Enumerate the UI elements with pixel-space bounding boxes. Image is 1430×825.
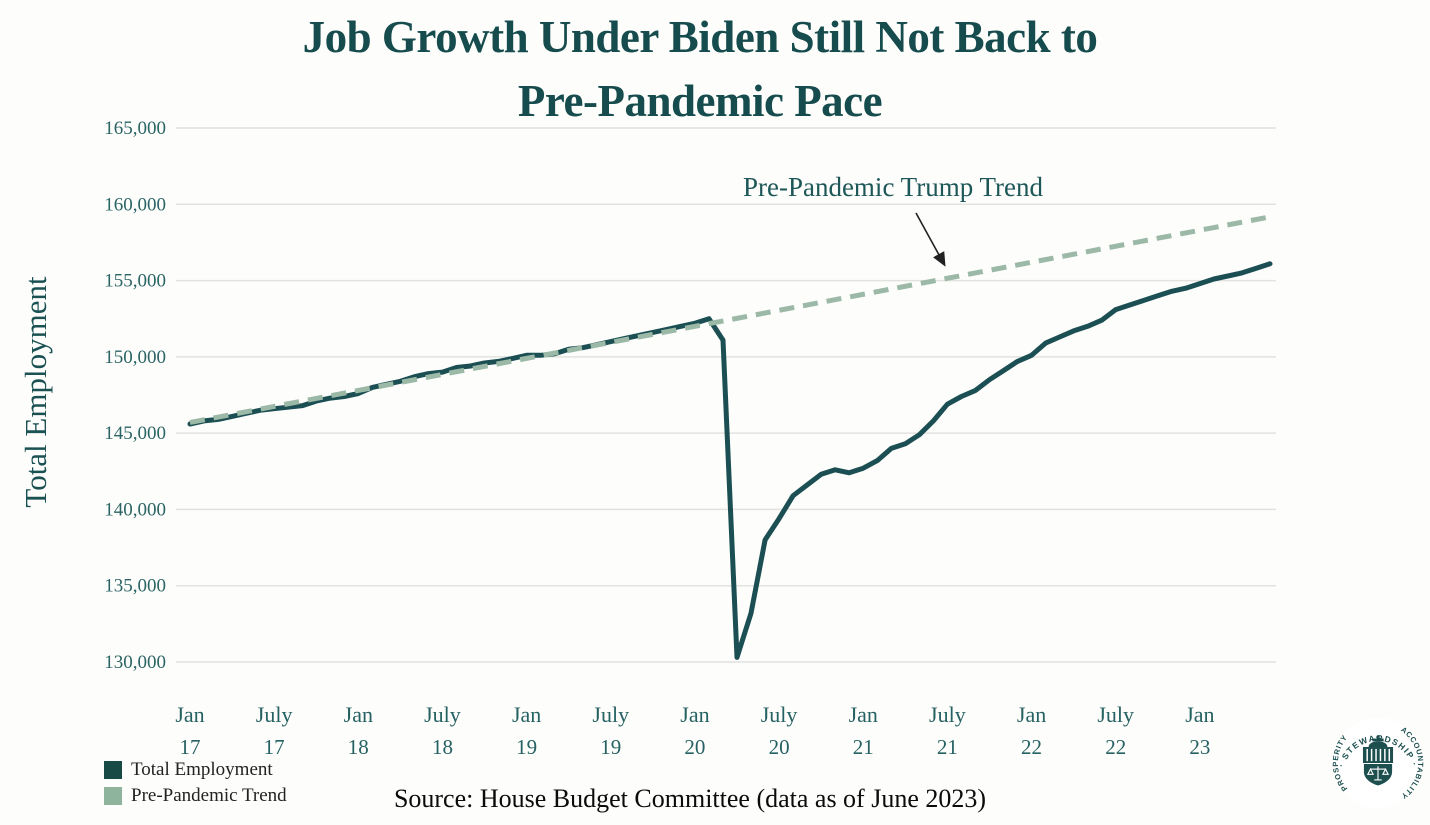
x-tick-year-label: 21 (853, 735, 874, 759)
annotation-arrow (915, 212, 946, 267)
committee-logo-seal: · STEWARDSHIP · ACCOUNTABILITY PROSPERIT… (1331, 717, 1424, 809)
y-tick-label: 150,000 (104, 347, 166, 368)
x-tick-month-label: July (424, 702, 461, 727)
y-tick-label: 155,000 (104, 271, 166, 292)
x-tick-month-label: July (592, 702, 629, 727)
x-tick-month-label: July (1097, 702, 1134, 727)
x-tick-month-label: Jan (680, 702, 709, 727)
legend-label: Pre-Pandemic Trend (131, 785, 287, 806)
legend: Total Employment Pre-Pandemic Trend (104, 760, 287, 812)
x-tick-month-label: Jan (1185, 702, 1214, 727)
y-tick-label: 130,000 (104, 652, 166, 673)
y-tick-label: 160,000 (104, 194, 166, 215)
x-tick-year-label: 22 (1105, 735, 1126, 759)
pre-pandemic-trend-line (189, 214, 1271, 425)
legend-label: Total Employment (131, 759, 273, 780)
x-tick-year-label: 23 (1189, 735, 1210, 759)
y-tick-label: 140,000 (104, 499, 166, 520)
total-employment-swatch (104, 760, 122, 779)
x-tick-year-label: 22 (1021, 735, 1042, 759)
legend-item-pre-pandemic-trend: Pre-Pandemic Trend (104, 786, 287, 805)
x-tick-month-label: July (256, 702, 293, 727)
x-tick-month-label: Jan (344, 702, 373, 727)
x-tick-year-label: 20 (684, 735, 705, 759)
x-tick-year-label: 21 (937, 735, 958, 759)
y-tick-label: 145,000 (104, 423, 166, 444)
y-tick-label: 165,000 (104, 118, 166, 139)
x-tick-year-label: 19 (516, 735, 537, 759)
x-tick-year-label: 19 (600, 735, 621, 759)
pre-pandemic-trend-swatch (104, 786, 122, 805)
source-text: Source: House Budget Committee (data as … (393, 784, 987, 813)
total-employment-line (187, 261, 1273, 660)
chart-title-line2: Pre-Pandemic Pace (517, 75, 883, 126)
x-tick-month-label: Jan (512, 702, 541, 727)
capitol-building-icon (1362, 735, 1394, 786)
x-tick-month-label: July (929, 702, 966, 727)
x-tick-year-label: 17 (264, 735, 285, 759)
x-tick-month-label: Jan (1017, 702, 1046, 727)
chart-title-line1: Job Growth Under Biden Still Not Back to (302, 12, 1098, 62)
series-lines (187, 214, 1273, 660)
trend-annotation: Pre-Pandemic Trump Trend (742, 172, 1044, 202)
x-tick-year-label: 18 (432, 735, 453, 759)
x-tick-month-label: July (761, 702, 798, 727)
chart-title: Job Growth Under Biden Still Not Back to… (0, 6, 1400, 134)
x-tick-year-label: 17 (180, 735, 201, 759)
x-tick-labels: Jan 17 July 17 Jan 18 July 18 Jan 19 July 19 Jan 20 Ju… (175, 702, 1214, 759)
x-tick-year-label: 18 (348, 735, 369, 759)
x-tick-month-label: Jan (175, 702, 204, 727)
scales-of-justice-icon (1366, 766, 1390, 781)
legend-item-total-employment: Total Employment (104, 760, 287, 779)
y-tick-label: 135,000 (104, 576, 166, 597)
x-tick-year-label: 20 (769, 735, 790, 759)
y-tick-labels: 165,000 160,000 155,000 150,000 145,000 140,0… (104, 118, 166, 673)
x-tick-month-label: Jan (849, 702, 878, 727)
